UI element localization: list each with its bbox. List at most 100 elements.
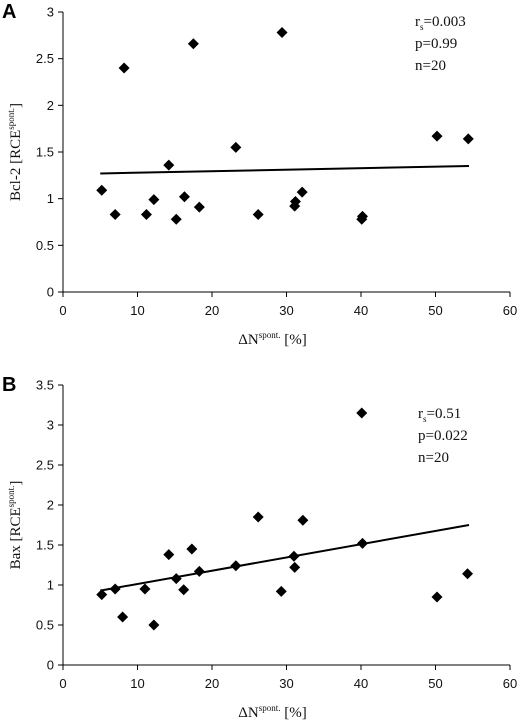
- stat-rs-subscript: s: [423, 414, 427, 424]
- x-tick-label: 50: [428, 676, 442, 691]
- data-point: [96, 184, 108, 196]
- y-tick-label: 1: [47, 191, 54, 206]
- data-point: [163, 549, 175, 561]
- x-tick-label: 20: [205, 303, 219, 318]
- x-axis-label-main: ΔN: [238, 332, 259, 348]
- x-tick-label: 40: [354, 676, 368, 691]
- data-point: [170, 573, 182, 585]
- y-axis-label-main: Bcl-2 [RCE: [8, 130, 24, 201]
- data-point: [431, 130, 443, 142]
- data-point: [139, 583, 151, 595]
- panel-label: A: [2, 1, 16, 23]
- y-tick-label: 3.5: [36, 378, 54, 393]
- y-tick-label: 0: [47, 285, 54, 300]
- x-tick-label: 30: [279, 303, 293, 318]
- y-tick-label: 0: [47, 658, 54, 673]
- data-point: [356, 537, 368, 549]
- stat-rs-symbol: r: [418, 406, 423, 422]
- x-tick-label: 50: [428, 303, 442, 318]
- data-point: [170, 213, 182, 225]
- data-point: [252, 209, 264, 221]
- x-axis-label-unit: [%]: [281, 332, 307, 348]
- data-point: [275, 585, 287, 597]
- data-point: [118, 62, 130, 74]
- y-axis-label-end: ]: [8, 481, 24, 486]
- data-point: [117, 611, 129, 623]
- data-point: [431, 591, 443, 603]
- x-axis-label-unit: [%]: [281, 705, 307, 721]
- data-point: [178, 191, 190, 203]
- stat-rs-subscript: s: [420, 22, 424, 32]
- data-point: [140, 209, 152, 221]
- data-point: [289, 195, 301, 207]
- stat-n: n=20: [415, 58, 446, 74]
- y-tick-label: 0.5: [36, 238, 54, 253]
- stat-rs-value: =0.003: [424, 14, 466, 30]
- data-point: [230, 560, 242, 572]
- stat-n: n=20: [418, 450, 449, 466]
- x-axis-label: ΔNspont. [%]: [238, 703, 307, 721]
- x-tick-label: 60: [503, 676, 517, 691]
- regression-line: [100, 524, 470, 592]
- data-point: [288, 550, 300, 562]
- x-tick-label: 10: [130, 676, 144, 691]
- y-axis-label-sup: spont.: [6, 108, 16, 130]
- y-tick-label: 2.5: [36, 458, 54, 473]
- stat-p: p=0.99: [415, 36, 457, 52]
- data-point: [462, 133, 474, 145]
- data-point: [356, 210, 368, 222]
- y-tick-label: 3: [47, 5, 54, 20]
- data-point: [193, 201, 205, 213]
- data-point: [187, 38, 199, 50]
- data-point: [148, 194, 160, 206]
- data-point: [356, 407, 368, 419]
- stat-rs-symbol: r: [415, 14, 420, 30]
- y-axis-label-end: ]: [8, 103, 24, 108]
- y-axis-label-main: Bax [RCE: [8, 507, 24, 569]
- x-tick-label: 0: [59, 303, 66, 318]
- stat-rs: rs=0.003: [415, 14, 466, 32]
- x-axis-label-sup: spont.: [259, 330, 281, 340]
- data-point: [462, 568, 474, 580]
- data-point: [289, 561, 301, 573]
- y-tick-label: 1: [47, 578, 54, 593]
- data-point: [109, 583, 121, 595]
- y-tick-label: 2.5: [36, 51, 54, 66]
- x-axis-label-main: ΔN: [238, 705, 259, 721]
- stat-rs: rs=0.51: [418, 406, 461, 424]
- x-tick-label: 30: [279, 676, 293, 691]
- x-axis-label-sup: spont.: [259, 703, 281, 713]
- y-axis-label-sup: spont.: [6, 486, 16, 508]
- y-axis-label: Bcl-2 [RCEspont.]: [6, 103, 24, 201]
- x-tick-label: 40: [354, 303, 368, 318]
- y-axis-label: Bax [RCEspont.]: [6, 481, 24, 570]
- x-tick-label: 10: [130, 303, 144, 318]
- data-point: [148, 619, 160, 631]
- stat-p: p=0.022: [418, 428, 468, 444]
- data-point: [96, 589, 108, 601]
- y-tick-label: 0.5: [36, 618, 54, 633]
- x-tick-label: 0: [59, 676, 66, 691]
- data-point: [297, 514, 309, 526]
- data-point: [276, 27, 288, 39]
- x-tick-label: 60: [503, 303, 517, 318]
- data-point: [252, 511, 264, 523]
- x-tick-label: 20: [205, 676, 219, 691]
- y-tick-label: 1.5: [36, 538, 54, 553]
- data-point: [193, 565, 205, 577]
- y-tick-label: 2: [47, 98, 54, 113]
- regression-line: [100, 165, 470, 175]
- data-point: [109, 209, 121, 221]
- data-point: [163, 159, 175, 171]
- data-point: [296, 186, 308, 198]
- panel-label: B: [2, 374, 16, 396]
- y-tick-label: 3: [47, 418, 54, 433]
- x-axis-label: ΔNspont. [%]: [238, 330, 307, 348]
- y-tick-label: 2: [47, 498, 54, 513]
- data-point: [178, 584, 190, 596]
- stat-rs-value: =0.51: [427, 406, 462, 422]
- y-tick-label: 1.5: [36, 145, 54, 160]
